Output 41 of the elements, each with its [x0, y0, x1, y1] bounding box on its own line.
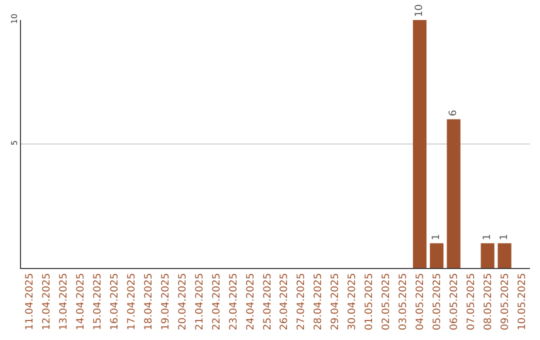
x-tick-label: 21.04.2025 [194, 273, 206, 330]
x-tick-label: 07.05.2025 [466, 273, 477, 330]
x-tick-label: 24.04.2025 [245, 273, 256, 330]
x-tick-label: 02.05.2025 [381, 273, 392, 330]
data-label: 1 [482, 234, 494, 240]
x-tick-label: 08.05.2025 [482, 273, 494, 330]
x-tick-label: 16.04.2025 [110, 273, 121, 330]
data-label: 1 [431, 234, 442, 240]
x-tick-label: 17.04.2025 [126, 273, 138, 330]
x-tick-label: 25.04.2025 [262, 273, 274, 330]
x-tick-label: 19.04.2025 [160, 273, 172, 330]
x-tick-label: 06.05.2025 [448, 273, 460, 330]
x-tick-label: 26.04.2025 [279, 273, 290, 330]
x-tick-label: 18.04.2025 [144, 273, 154, 330]
data-label: 6 [448, 110, 460, 116]
x-tick-label: 28.04.2025 [313, 273, 324, 330]
x-tick-label: 03.05.2025 [398, 273, 409, 330]
x-tick-label: 01.05.2025 [364, 273, 376, 330]
x-tick-label: 20.04.2025 [177, 273, 188, 330]
x-tick-label: 12.04.2025 [42, 273, 53, 330]
x-tick-label: 23.04.2025 [228, 273, 240, 330]
bar [430, 243, 444, 268]
x-tick-label: 15.04.2025 [92, 273, 104, 330]
x-tick-label: 05.05.2025 [432, 273, 443, 330]
x-tick-label: 22.04.2025 [211, 273, 222, 330]
x-tick-label: 14.04.2025 [76, 273, 87, 330]
x-tick-label: 10.05.2025 [516, 273, 528, 330]
x-tick-label: 13.04.2025 [58, 273, 70, 330]
bar [412, 20, 426, 268]
x-tick-label: 30.04.2025 [347, 273, 358, 330]
data-label: 1 [499, 234, 510, 240]
x-tick-label: 11.04.2025 [24, 273, 36, 330]
bar [498, 243, 512, 268]
y-tick-label: 5 [10, 140, 19, 146]
x-tick-label: 09.05.2025 [500, 273, 511, 330]
bar [480, 243, 494, 268]
x-tick-label: 04.05.2025 [414, 273, 426, 330]
data-label: 10 [414, 4, 426, 17]
bar [446, 119, 460, 268]
x-tick-label: 29.04.2025 [330, 273, 342, 330]
x-tick-label: 27.04.2025 [296, 273, 308, 330]
